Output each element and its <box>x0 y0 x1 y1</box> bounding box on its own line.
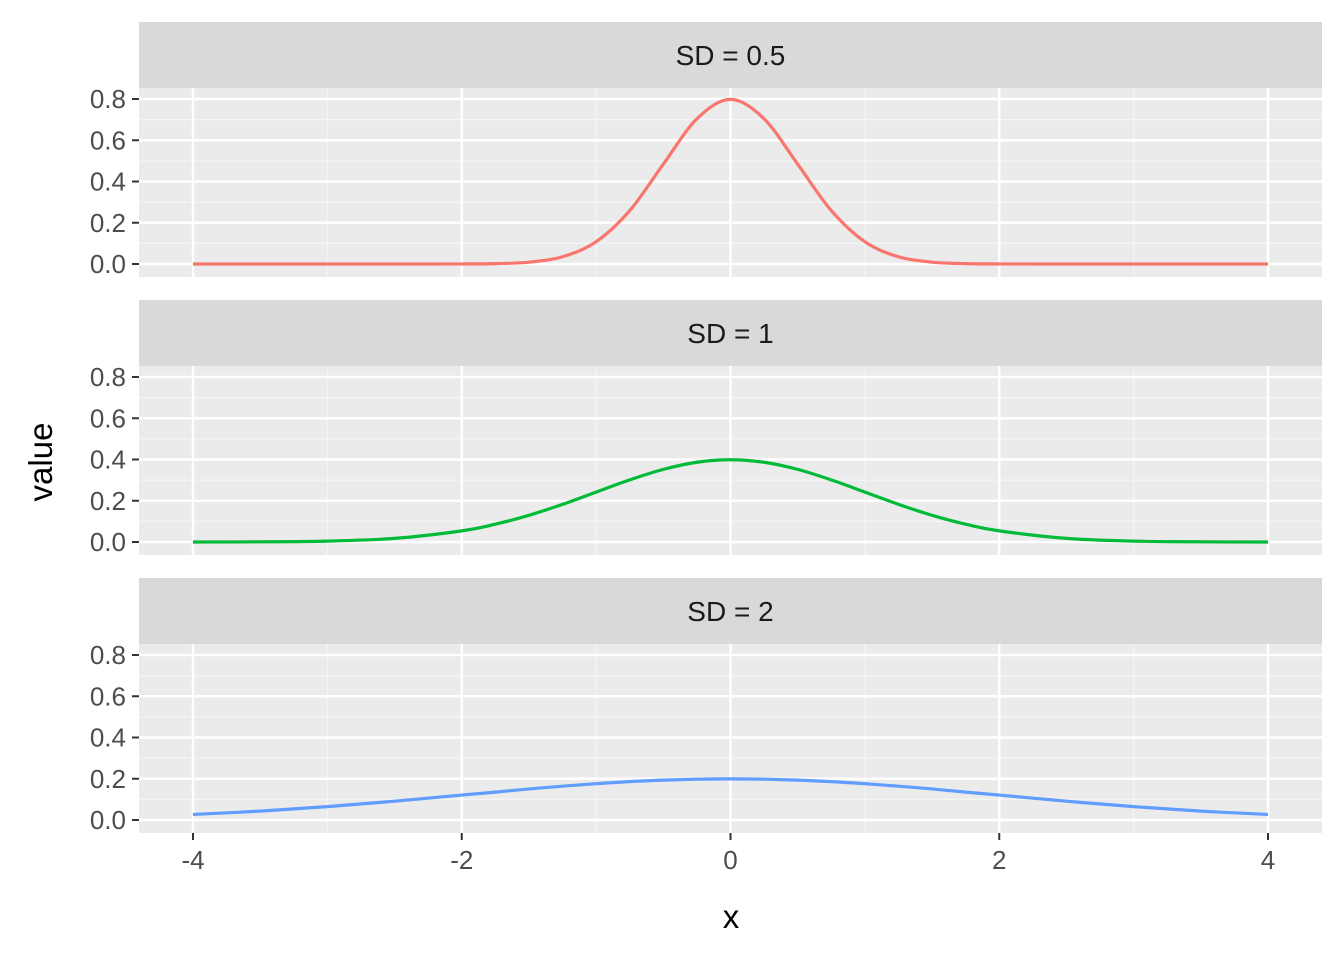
x-tick-label: -2 <box>450 845 473 875</box>
x-tick-label: 0 <box>723 845 737 875</box>
facet-strip <box>139 22 1322 88</box>
y-tick-label: 0.0 <box>90 249 126 279</box>
facet-strip <box>139 300 1322 366</box>
y-tick-label: 0.4 <box>90 723 126 753</box>
y-tick-label: 0.0 <box>90 805 126 835</box>
y-tick-label: 0.6 <box>90 681 126 711</box>
facet-strip-label: SD = 1 <box>687 318 773 349</box>
y-tick-label: 0.2 <box>90 486 126 516</box>
y-tick-label: 0.0 <box>90 527 126 557</box>
facet-strip-label: SD = 2 <box>687 596 773 627</box>
facet-panel-3: SD = 2 0.0 0.2 0.4 0.6 0.8 <box>90 578 1322 835</box>
facet-panel-2: SD = 1 0.0 0.2 0.4 0.6 0.8 <box>90 300 1322 557</box>
y-tick-label: 0.8 <box>90 362 126 392</box>
panels-layer: SD = 0.5 0.0 0.2 0.4 0.6 0.8 SD = 1 0.0 0.2 0.4 0.… <box>90 22 1322 835</box>
y-tick-label: 0.6 <box>90 125 126 155</box>
y-tick-label: 0.6 <box>90 403 126 433</box>
facet-strip-label: SD = 0.5 <box>676 40 786 71</box>
y-tick-label: 0.8 <box>90 640 126 670</box>
x-tick-label: 4 <box>1261 845 1275 875</box>
y-tick-label: 0.8 <box>90 84 126 114</box>
y-tick-label: 0.2 <box>90 764 126 794</box>
y-tick-label: 0.4 <box>90 167 126 197</box>
y-axis-title: value <box>22 423 59 502</box>
series-line-1 <box>193 97 1268 266</box>
y-tick-label: 0.4 <box>90 445 126 475</box>
x-axis-title: x <box>723 898 740 935</box>
facet-strip <box>139 578 1322 644</box>
y-tick-label: 0.2 <box>90 208 126 238</box>
series-line-3 <box>192 777 1269 817</box>
x-axis: -4 -2 0 2 4 <box>181 833 1275 875</box>
x-tick-label: 2 <box>992 845 1006 875</box>
x-tick-label: -4 <box>181 845 204 875</box>
series-line-2 <box>192 458 1269 544</box>
facet-panel-1: SD = 0.5 0.0 0.2 0.4 0.6 0.8 <box>90 22 1322 279</box>
